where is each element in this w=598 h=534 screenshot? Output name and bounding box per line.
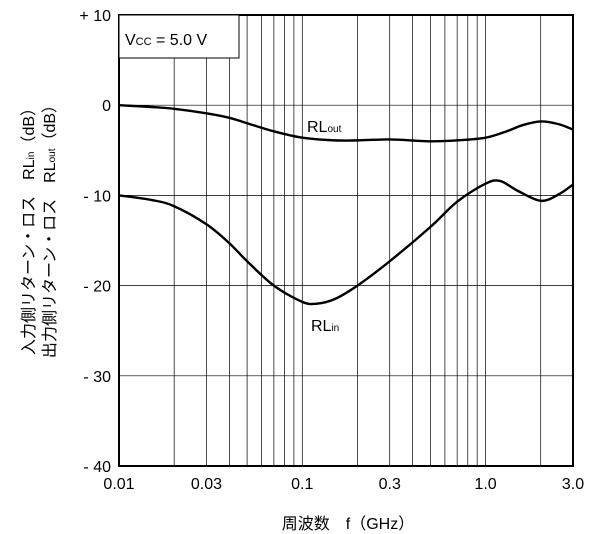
- series-label-rlin-main: RL: [311, 318, 332, 335]
- condition-rest: = 5.0 V: [152, 32, 208, 49]
- y-axis-label-input-unit: （dB）: [20, 100, 38, 152]
- x-tick-label: 0.3: [379, 476, 401, 493]
- y-tick-label: - 10: [83, 188, 111, 205]
- y-axis-label-line-input: 入力側リターン・ロス RLin（dB）: [20, 100, 38, 355]
- y-tick-labels: + 10 0 - 10 - 20 - 30 - 40: [79, 8, 111, 476]
- condition-label: VCC = 5.0 V: [125, 32, 207, 49]
- condition-box-frame: [118, 14, 240, 59]
- y-axis-label-output-sub: out: [47, 148, 58, 162]
- x-axis-label: 周波数 f（GHz）: [282, 515, 414, 533]
- y-axis-label-output-unit: （dB）: [41, 97, 59, 149]
- y-tick-label: - 40: [83, 459, 111, 476]
- y-tick-label: + 10: [79, 8, 111, 25]
- series-label-rlout-sub: out: [327, 124, 341, 135]
- x-tick-label: 0.1: [291, 476, 313, 493]
- series-lines: [118, 104, 574, 306]
- y-tick-label: 0: [102, 98, 111, 115]
- x-tick-labels: 0.01 0.03 0.1 0.3 1.0 3.0: [103, 476, 584, 493]
- series-label-rlin-sub: in: [331, 323, 339, 334]
- y-tick-label: - 20: [83, 279, 111, 296]
- x-tick-label: 3.0: [562, 476, 584, 493]
- condition-main: V: [125, 32, 136, 49]
- series-line-rlout: [118, 104, 574, 143]
- y-tick-label: - 30: [83, 369, 111, 386]
- condition-sub: CC: [136, 36, 152, 48]
- plot-frame: [118, 14, 574, 467]
- series-label-rlout-main: RL: [307, 119, 328, 136]
- x-tick-label: 0.03: [191, 476, 222, 493]
- series-line-rlin: [118, 179, 574, 306]
- series-label-rlin: RLin: [311, 318, 339, 335]
- condition-box: VCC = 5.0 V: [118, 14, 240, 59]
- y-axis-label-input-text: 入力側リターン・ロス RL: [20, 159, 38, 355]
- y-axis-label-output-text: 出力側リターン・ロス RL: [41, 162, 59, 358]
- series-label-rlout: RLout: [307, 119, 342, 136]
- x-tick-label: 0.01: [103, 476, 134, 493]
- grid-lines: [119, 15, 573, 466]
- y-axis-label-input-sub: in: [26, 152, 37, 160]
- y-axis-label-line-output: 出力側リターン・ロス RLout（dB）: [41, 97, 59, 358]
- y-axis-label: 入力側リターン・ロス RLin（dB） 出力側リターン・ロス RLout（dB）: [20, 97, 59, 358]
- x-tick-label: 1.0: [474, 476, 496, 493]
